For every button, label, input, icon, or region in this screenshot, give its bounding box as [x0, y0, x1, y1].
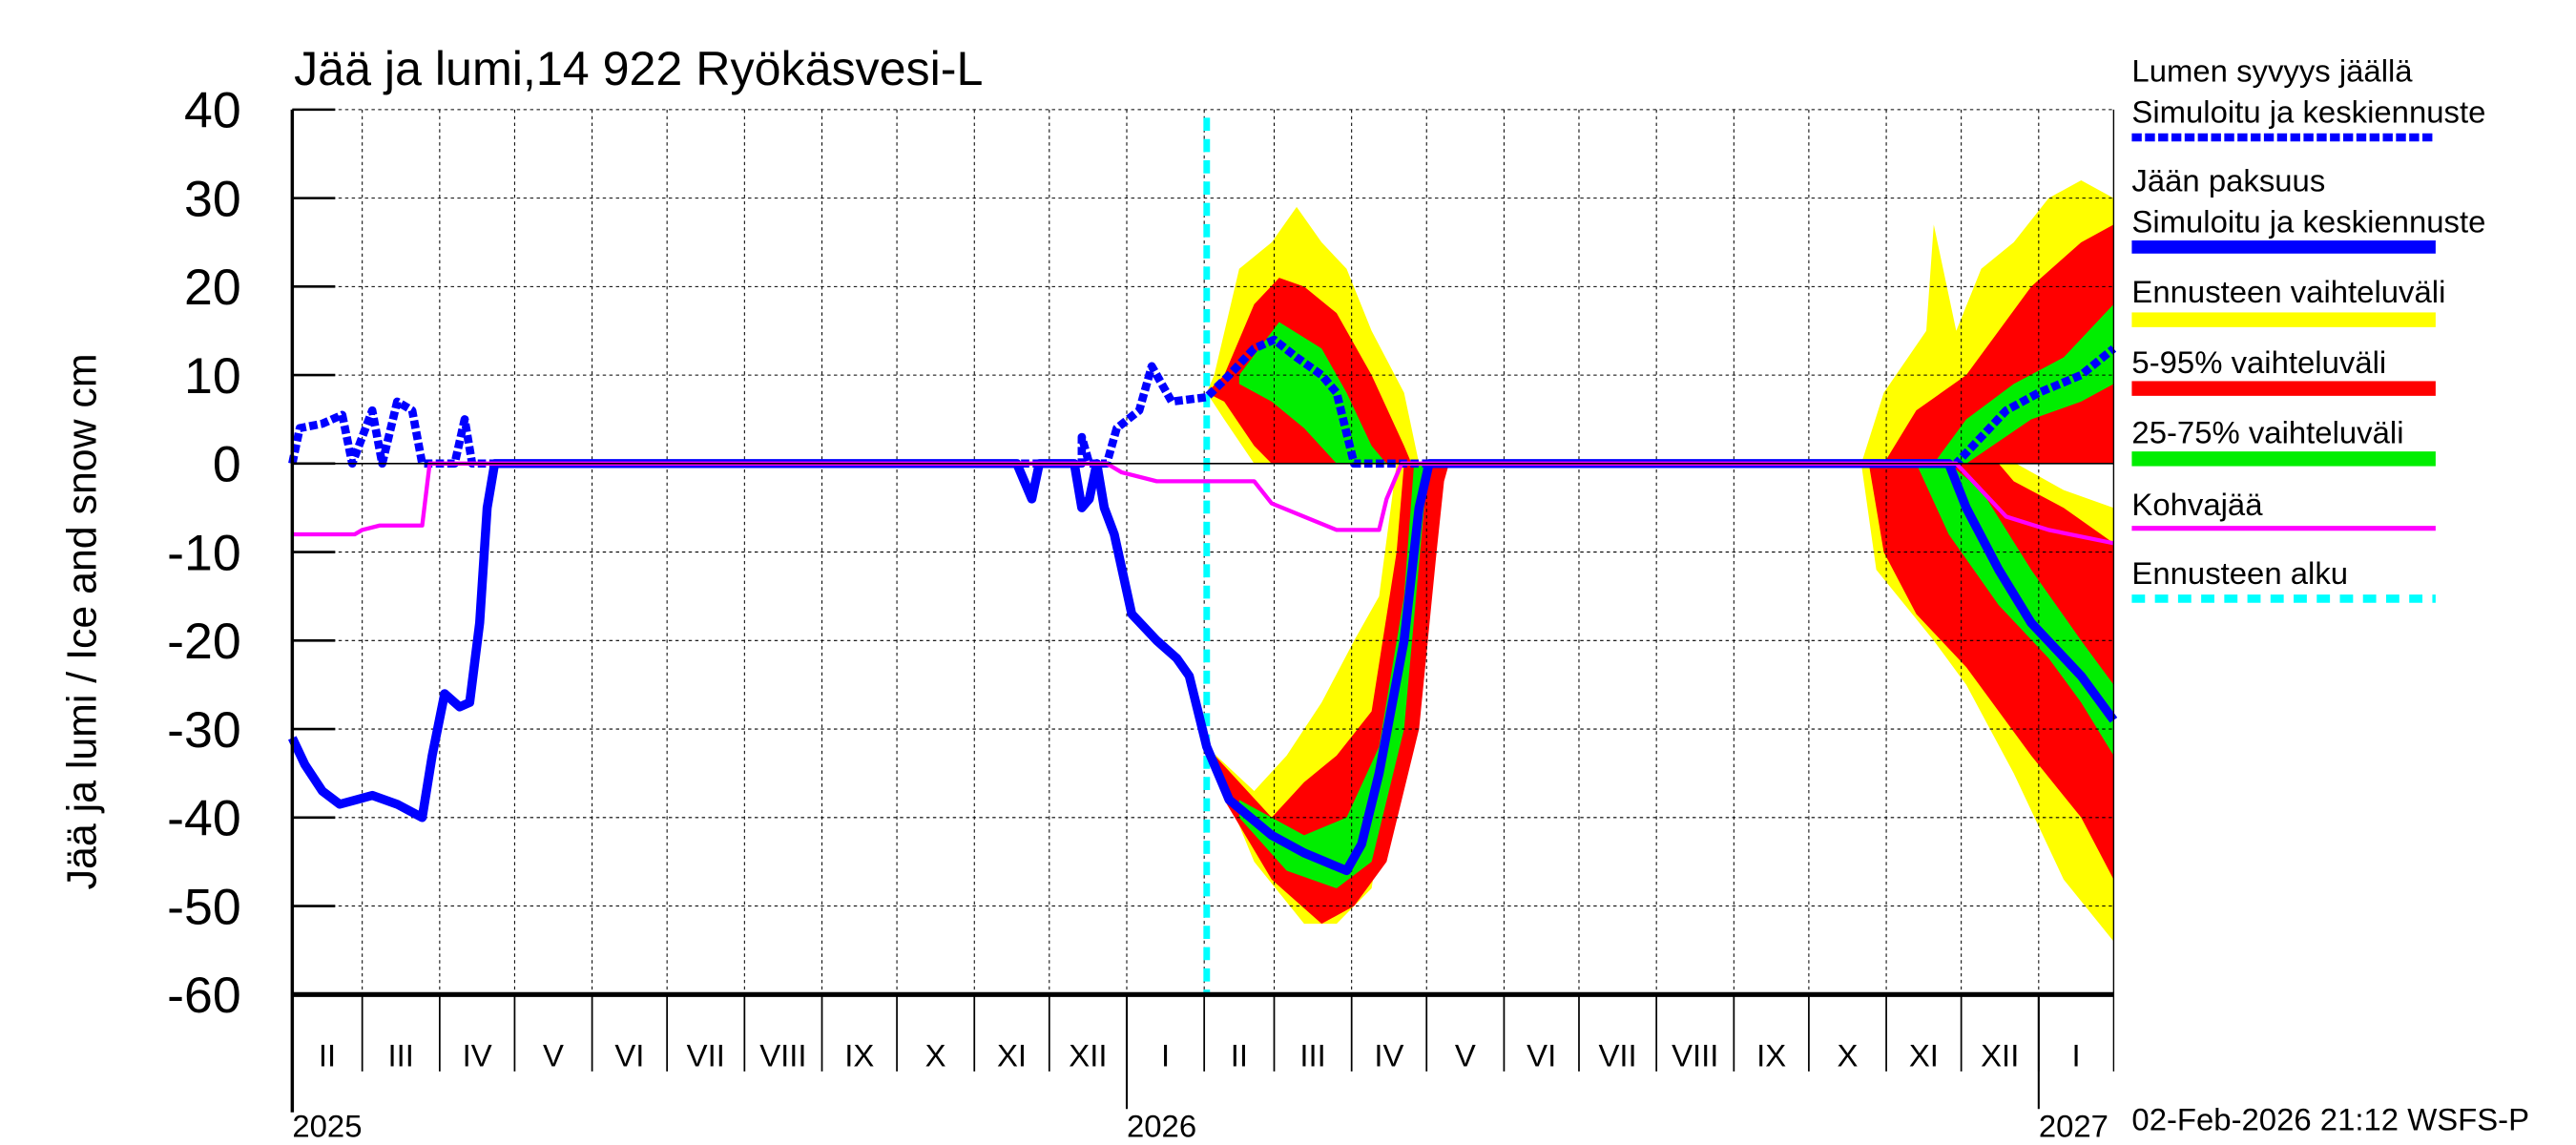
band-green-snow-1 [1238, 322, 1387, 464]
month-label: VI [614, 1038, 644, 1073]
month-label: VII [1598, 1038, 1636, 1073]
band-green-snow-2 [1933, 303, 2114, 464]
y-tick-label: 10 [184, 348, 241, 405]
legend-ice-title: Jään paksuus [2131, 163, 2325, 198]
y-tick-label: 40 [184, 83, 241, 139]
month-label: VII [687, 1038, 725, 1073]
month-label: X [925, 1038, 946, 1073]
month-label: I [1161, 1038, 1170, 1073]
y-tick-label: -10 [167, 526, 241, 582]
month-label: XI [1909, 1038, 1939, 1073]
y-tick-label: -30 [167, 702, 241, 759]
month-label: VI [1527, 1038, 1556, 1073]
month-label: XII [1981, 1038, 2019, 1073]
legend-range-swatch [2131, 312, 2436, 327]
y-axis-label: Jää ja lumi / Ice and snow cm [59, 353, 105, 889]
band-green-ice-2 [1916, 463, 2114, 756]
legend-kohva: Kohvajää [2131, 487, 2263, 522]
grid [292, 109, 2114, 995]
legend-forecast-start: Ennusteen alku [2131, 555, 2348, 591]
month-label: IX [844, 1038, 874, 1073]
legend-range: Ennusteen vaihteluväli [2131, 274, 2445, 309]
series-lines [288, 117, 2118, 995]
band-green-ice-1 [1238, 463, 1429, 888]
month-label: III [388, 1038, 414, 1073]
legend-snow-title: Lumen syvyys jäällä [2131, 53, 2413, 89]
series-kohvaj- [292, 461, 2114, 546]
month-label: II [1231, 1038, 1248, 1073]
month-label: VIII [759, 1038, 806, 1073]
legend-p5-95-swatch [2131, 381, 2436, 396]
band-red-ice-1 [1206, 463, 1449, 925]
month-label: IV [1374, 1038, 1403, 1073]
month-label: VIII [1672, 1038, 1718, 1073]
legend-p25-75-swatch [2131, 451, 2436, 467]
month-label: X [1838, 1038, 1859, 1073]
legend: Lumen syvyys jäällä Simuloitu ja keskien… [2131, 53, 2485, 603]
series-j-n-paksuus [288, 459, 2118, 876]
y-tick-label: 20 [184, 260, 241, 316]
y-tick-label: -20 [167, 614, 241, 670]
month-label: I [2072, 1038, 2081, 1073]
timestamp-footer: 02-Feb-2026 21:12 WSFS-P [2131, 1102, 2529, 1137]
y-tick-label: 0 [213, 437, 241, 493]
month-label: II [319, 1038, 336, 1073]
forecast-bands [1206, 180, 2114, 942]
legend-p5-95: 5-95% vaihteluväli [2131, 344, 2386, 380]
legend-p25-75: 25-75% vaihteluväli [2131, 415, 2403, 450]
y-tick-label: -60 [167, 968, 241, 1024]
month-label: IX [1756, 1038, 1786, 1073]
y-tick-label: 30 [184, 172, 241, 228]
legend-ice-sub: Simuloitu ja keskiennuste [2131, 204, 2485, 239]
legend-snow-sub: Simuloitu ja keskiennuste [2131, 94, 2485, 130]
month-label: V [543, 1038, 564, 1073]
year-label: 2025 [292, 1109, 362, 1144]
year-label: 2026 [1127, 1109, 1196, 1144]
year-label: 2027 [2039, 1109, 2109, 1144]
month-label: XI [997, 1038, 1027, 1073]
y-tick-label: -40 [167, 791, 241, 847]
month-label: IV [463, 1038, 492, 1073]
chart-title: Jää ja lumi,14 922 Ryökäsvesi-L [294, 42, 983, 95]
series-lumen-syvyys-j-ll- [288, 335, 2117, 468]
y-tick-label: -50 [167, 880, 241, 936]
month-label: III [1299, 1038, 1325, 1073]
month-label: V [1455, 1038, 1476, 1073]
month-label: XII [1069, 1038, 1107, 1073]
band-red-ice-2 [1868, 463, 2114, 880]
